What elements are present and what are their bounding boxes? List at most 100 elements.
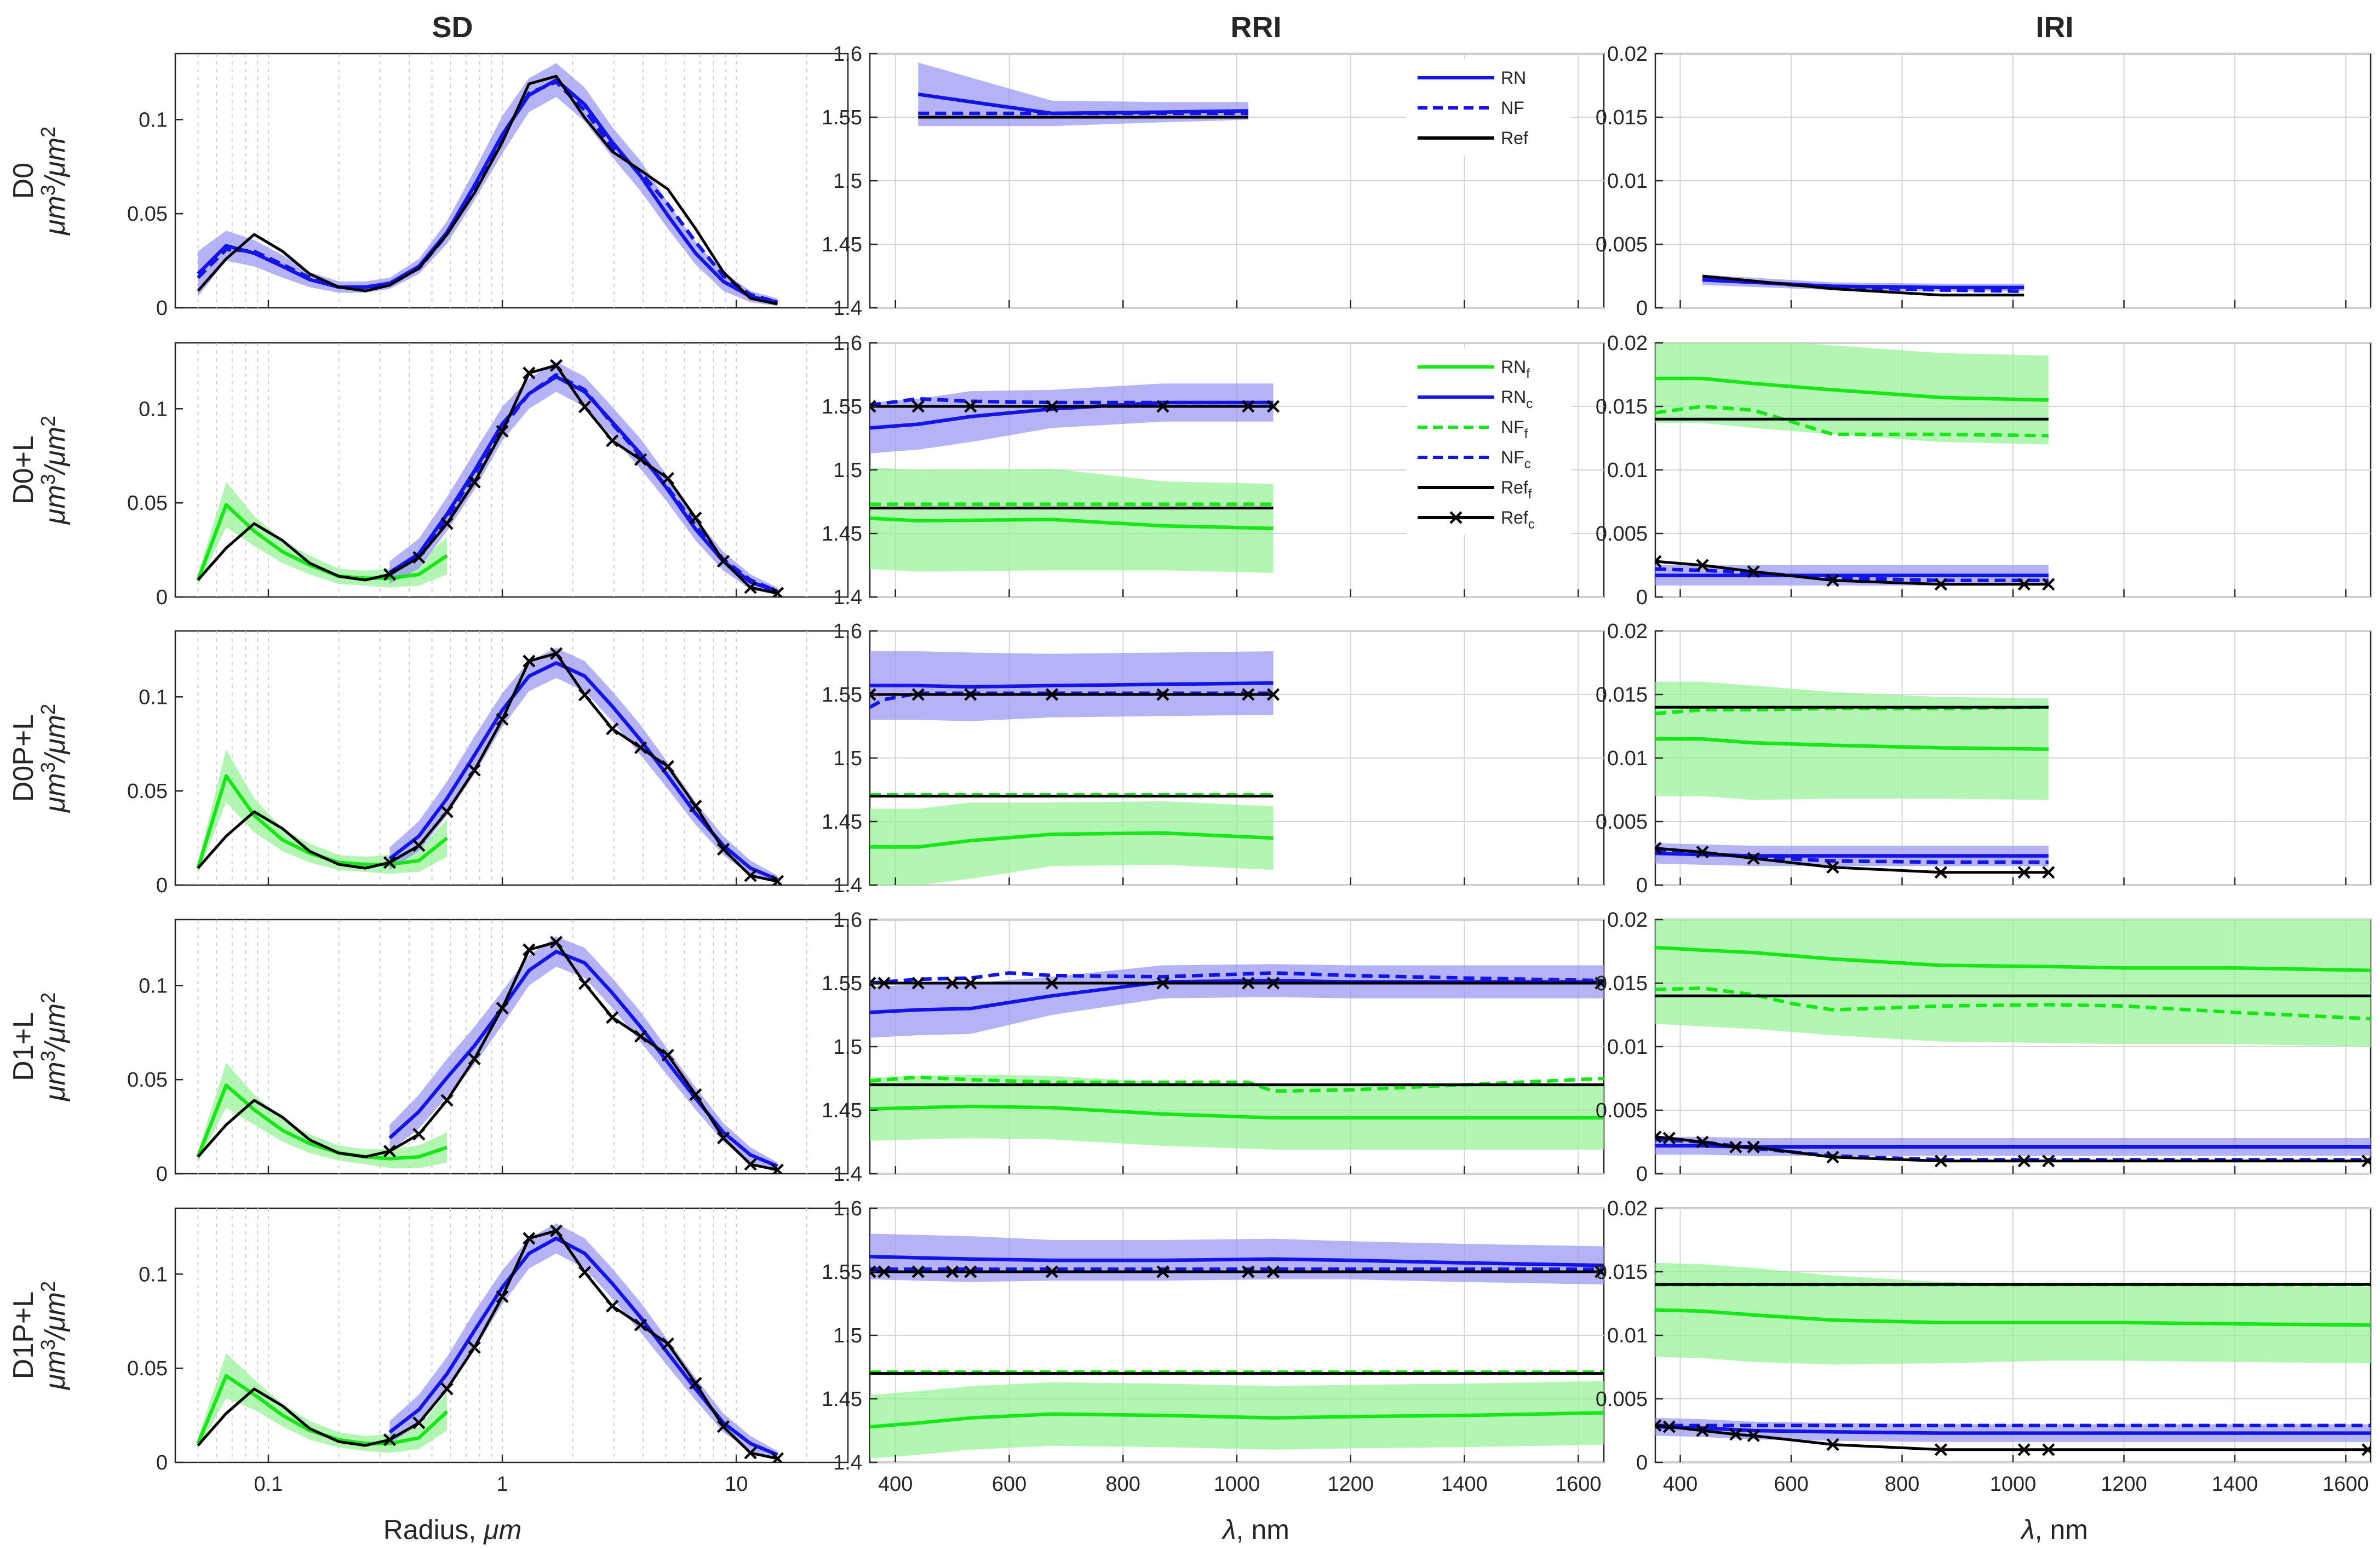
y-tick-label: 0.02 (1607, 909, 1648, 932)
marker-ref (689, 800, 702, 813)
y-tick-label: 0.02 (1607, 43, 1648, 66)
marker-ref (412, 551, 426, 564)
y-tick-label: 1.45 (822, 523, 862, 546)
series-line-rn-c (1655, 1144, 2371, 1149)
y-tick-label: 1.45 (822, 1099, 862, 1122)
data-layer (1655, 681, 2055, 879)
y-unit-label: μm3/μm2 (37, 704, 71, 813)
y-tick-label: 1.55 (822, 106, 862, 129)
legend-label-nff: NFf (1501, 417, 1528, 441)
y-tick-label: 0.1 (139, 974, 168, 997)
axis-ticks: 1.4 1.45 1.5 1.55 1.6 (822, 332, 1579, 609)
marker-ref-c (878, 977, 891, 990)
marker-ref (771, 875, 784, 885)
y-tick-label: 1.45 (822, 811, 862, 834)
y-tick-label: 0.015 (1596, 972, 1648, 995)
y-tick-label: 0.1 (139, 686, 168, 709)
marker-ref-c (1934, 866, 1947, 879)
marker-ref (578, 1266, 592, 1279)
panel-iri-d1plusl: 0 0.005 0.01 0.015 0.02 (1596, 909, 2372, 1186)
marker-ref (606, 434, 619, 447)
marker-ref (523, 1232, 536, 1245)
marker-ref (578, 977, 592, 990)
marker-ref-c (2042, 866, 2055, 879)
marker-ref (716, 1420, 730, 1433)
marker-ref (383, 568, 397, 581)
xlabel-rri: λ, nm (1221, 1514, 1289, 1545)
row-label-d0pplusl: D0P+L (8, 714, 39, 802)
marker-ref (468, 763, 481, 777)
data-layer (917, 62, 1248, 127)
band-rn-f (1655, 681, 2049, 800)
marker-ref-c (2042, 1443, 2055, 1456)
y-tick-label: 1.4 (833, 1163, 862, 1186)
marker-ref (383, 856, 397, 869)
marker-ref (549, 647, 563, 660)
y-tick-label: 0.01 (1607, 170, 1648, 193)
marker-ref-c (1242, 688, 1255, 701)
series-line-ref (1702, 274, 2025, 297)
series-line-nf-c (1655, 849, 2049, 864)
panel-sd-d0pplusl: 0 0.05 0.1 D0P+L μm3/μm2 (8, 630, 849, 897)
legend-d0: RN NF Ref (1406, 59, 1572, 156)
marker-ref (771, 1452, 784, 1462)
y-tick-label: 0 (156, 297, 168, 320)
marker-ref-c (1156, 688, 1169, 701)
marker-ref (661, 1048, 674, 1062)
axis-ticks: 0 0.05 0.1 (127, 108, 737, 320)
marker-ref-c (1747, 1140, 1760, 1153)
legend-label-nf: NF (1501, 98, 1524, 118)
axis-ticks: 0 0.005 0.01 0.015 0.02 (1596, 909, 2347, 1186)
marker-ref-c (1662, 1420, 1676, 1433)
y-tick-label: 1.5 (833, 1324, 862, 1347)
xlabel-sd: Radius, μm (383, 1514, 521, 1545)
x-tick-label: 400 (1663, 1473, 1697, 1496)
marker-ref (440, 517, 454, 530)
data-layer (1655, 920, 2371, 1168)
y-unit-label: μm3/μm2 (37, 1281, 71, 1391)
series-line-ref-c (1655, 1424, 2368, 1451)
band-rn (198, 63, 778, 306)
x-tick-label: 1 (497, 1473, 508, 1496)
data-layer (870, 1233, 1604, 1459)
legend-marker-refc (1449, 511, 1463, 524)
marker-ref-c (2017, 1155, 2031, 1168)
column-title-iri: IRI (2035, 11, 2073, 44)
axis-ticks: 0 0.05 0.1 (127, 974, 737, 1186)
gridlines (1655, 53, 2371, 308)
marker-ref (523, 943, 536, 956)
y-tick-label: 0.05 (127, 1357, 168, 1380)
marker-ref (744, 869, 757, 882)
marker-ref (578, 400, 592, 414)
axis-ticks: 0 0.05 0.1 0.1 1 10 (127, 1263, 748, 1496)
x-tick-label: 400 (878, 1473, 913, 1496)
y-tick-label: 0.015 (1596, 684, 1648, 707)
marker-ref-c (1156, 977, 1169, 990)
series-line-rn-c (1655, 1425, 2371, 1435)
marker-ref-c (1655, 842, 1662, 855)
band-rn-f (198, 482, 447, 588)
marker-ref-c (878, 1265, 891, 1278)
y-tick-label: 1.6 (833, 43, 862, 66)
axis-ticks: 1.4 1.45 1.5 1.55 1.6 400 600 800 1000 1200 1400 16… (822, 1197, 1601, 1496)
legend-label-ref: Ref (1501, 128, 1528, 148)
marker-ref-c (1826, 860, 1839, 874)
marker-ref (549, 1224, 563, 1237)
y-tick-label: 1.6 (833, 1197, 862, 1220)
marker-ref-c (2042, 1155, 2055, 1168)
x-tick-label: 1200 (1327, 1473, 1374, 1496)
y-tick-label: 1.5 (833, 1036, 862, 1059)
marker-ref (634, 1318, 647, 1331)
series-line-ref (197, 364, 778, 595)
series-line-nf-c (870, 397, 1274, 407)
marker-ref (771, 587, 784, 597)
marker-ref-c (870, 1265, 876, 1278)
marker-ref-c (1266, 400, 1280, 413)
y-tick-label: 0.05 (127, 492, 168, 515)
marker-ref-c (1934, 1155, 1947, 1168)
panel-sd-d1pplusl: 0 0.05 0.1 0.1 1 10 D1P+L μm3/μm2 (8, 1207, 849, 1496)
band-rn-f (870, 1381, 1604, 1459)
